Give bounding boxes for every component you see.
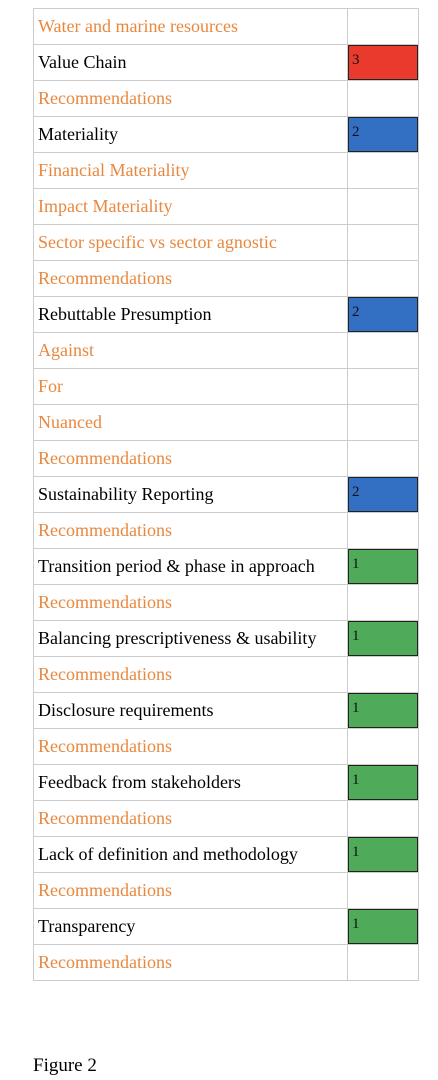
score-value: 3 [352,52,360,68]
table-row: Against [33,333,419,369]
table-row: Lack of definition and methodology 1 [33,837,419,873]
score-cell [348,657,418,692]
table-row: Recommendations [33,945,419,981]
table-row: Transparency 1 [33,909,419,945]
table-row: Nuanced [33,405,419,441]
table-row: Balancing prescriptiveness & usability 1 [33,621,419,657]
score-cell [348,261,418,296]
topic-label: Disclosure requirements [34,693,348,728]
score-cell [348,513,418,548]
score-cell: 2 [348,477,418,512]
topic-label: Materiality [34,117,348,152]
table-row: Impact Materiality [33,189,419,225]
score-cell [348,441,418,476]
table-row: Sustainability Reporting 2 [33,477,419,513]
table-row: Recommendations [33,441,419,477]
score-cell: 1 [348,693,418,728]
table-row: Value Chain 3 [33,45,419,81]
score-cell [348,945,418,980]
subtopic-label: Against [34,333,348,368]
score-cell: 3 [348,45,418,80]
table-row: Recommendations [33,585,419,621]
score-cell [348,189,418,224]
topic-label: Balancing prescriptiveness & usability [34,621,348,656]
subtopic-label: Recommendations [34,513,348,548]
subtopic-label: Recommendations [34,441,348,476]
table-row: Disclosure requirements 1 [33,693,419,729]
table-row: Feedback from stakeholders 1 [33,765,419,801]
score-value: 1 [352,772,360,788]
score-cell: 1 [348,621,418,656]
caption: Figure 2 [33,1055,97,1076]
score-value: 2 [352,484,360,500]
table-row: Financial Materiality [33,153,419,189]
topic-label: Lack of definition and methodology [34,837,348,872]
score-cell [348,81,418,116]
score-value: 1 [352,844,360,860]
score-cell [348,9,418,44]
subtopic-label: Recommendations [34,81,348,116]
score-value: 1 [352,700,360,716]
subtopic-label: Recommendations [34,657,348,692]
subtopic-label: Recommendations [34,801,348,836]
score-cell [348,369,418,404]
score-cell [348,585,418,620]
topic-label: Rebuttable Presumption [34,297,348,332]
topic-label: Transparency [34,909,348,944]
subtopic-label: Nuanced [34,405,348,440]
topic-label: Sustainability Reporting [34,477,348,512]
score-cell: 1 [348,909,418,944]
score-cell [348,405,418,440]
table-row: Water and marine resources [33,9,419,45]
subtopic-label: Water and marine resources [34,9,348,44]
subtopic-label: Financial Materiality [34,153,348,188]
table-row: Materiality 2 [33,117,419,153]
topic-label: Value Chain [34,45,348,80]
subtopic-label: Recommendations [34,729,348,764]
table-row: Recommendations [33,873,419,909]
table-row: Sector specific vs sector agnostic [33,225,419,261]
score-cell [348,801,418,836]
score-cell: 1 [348,765,418,800]
score-cell [348,873,418,908]
table-row: Recommendations [33,801,419,837]
score-cell [348,333,418,368]
table-row: Recommendations [33,261,419,297]
table-row: Transition period & phase in approach 1 [33,549,419,585]
topic-label: Transition period & phase in approach [34,549,348,584]
subtopic-label: Impact Materiality [34,189,348,224]
table-row: Recommendations [33,729,419,765]
table: Water and marine resources Value Chain 3 Re… [33,8,419,981]
score-value: 2 [352,304,360,320]
score-value: 1 [352,628,360,644]
subtopic-label: Sector specific vs sector agnostic [34,225,348,260]
table-row: For [33,369,419,405]
table-row: Recommendations [33,81,419,117]
score-cell [348,729,418,764]
table-row: Recommendations [33,657,419,693]
score-value: 2 [352,124,360,140]
table-row: Rebuttable Presumption 2 [33,297,419,333]
score-cell [348,225,418,260]
score-value: 1 [352,556,360,572]
score-cell: 2 [348,297,418,332]
score-cell: 2 [348,117,418,152]
subtopic-label: Recommendations [34,873,348,908]
score-value: 1 [352,916,360,932]
score-cell: 1 [348,837,418,872]
subtopic-label: Recommendations [34,261,348,296]
score-cell: 1 [348,549,418,584]
subtopic-label: Recommendations [34,945,348,980]
score-cell [348,153,418,188]
topic-label: Feedback from stakeholders [34,765,348,800]
subtopic-label: For [34,369,348,404]
subtopic-label: Recommendations [34,585,348,620]
table-row: Recommendations [33,513,419,549]
